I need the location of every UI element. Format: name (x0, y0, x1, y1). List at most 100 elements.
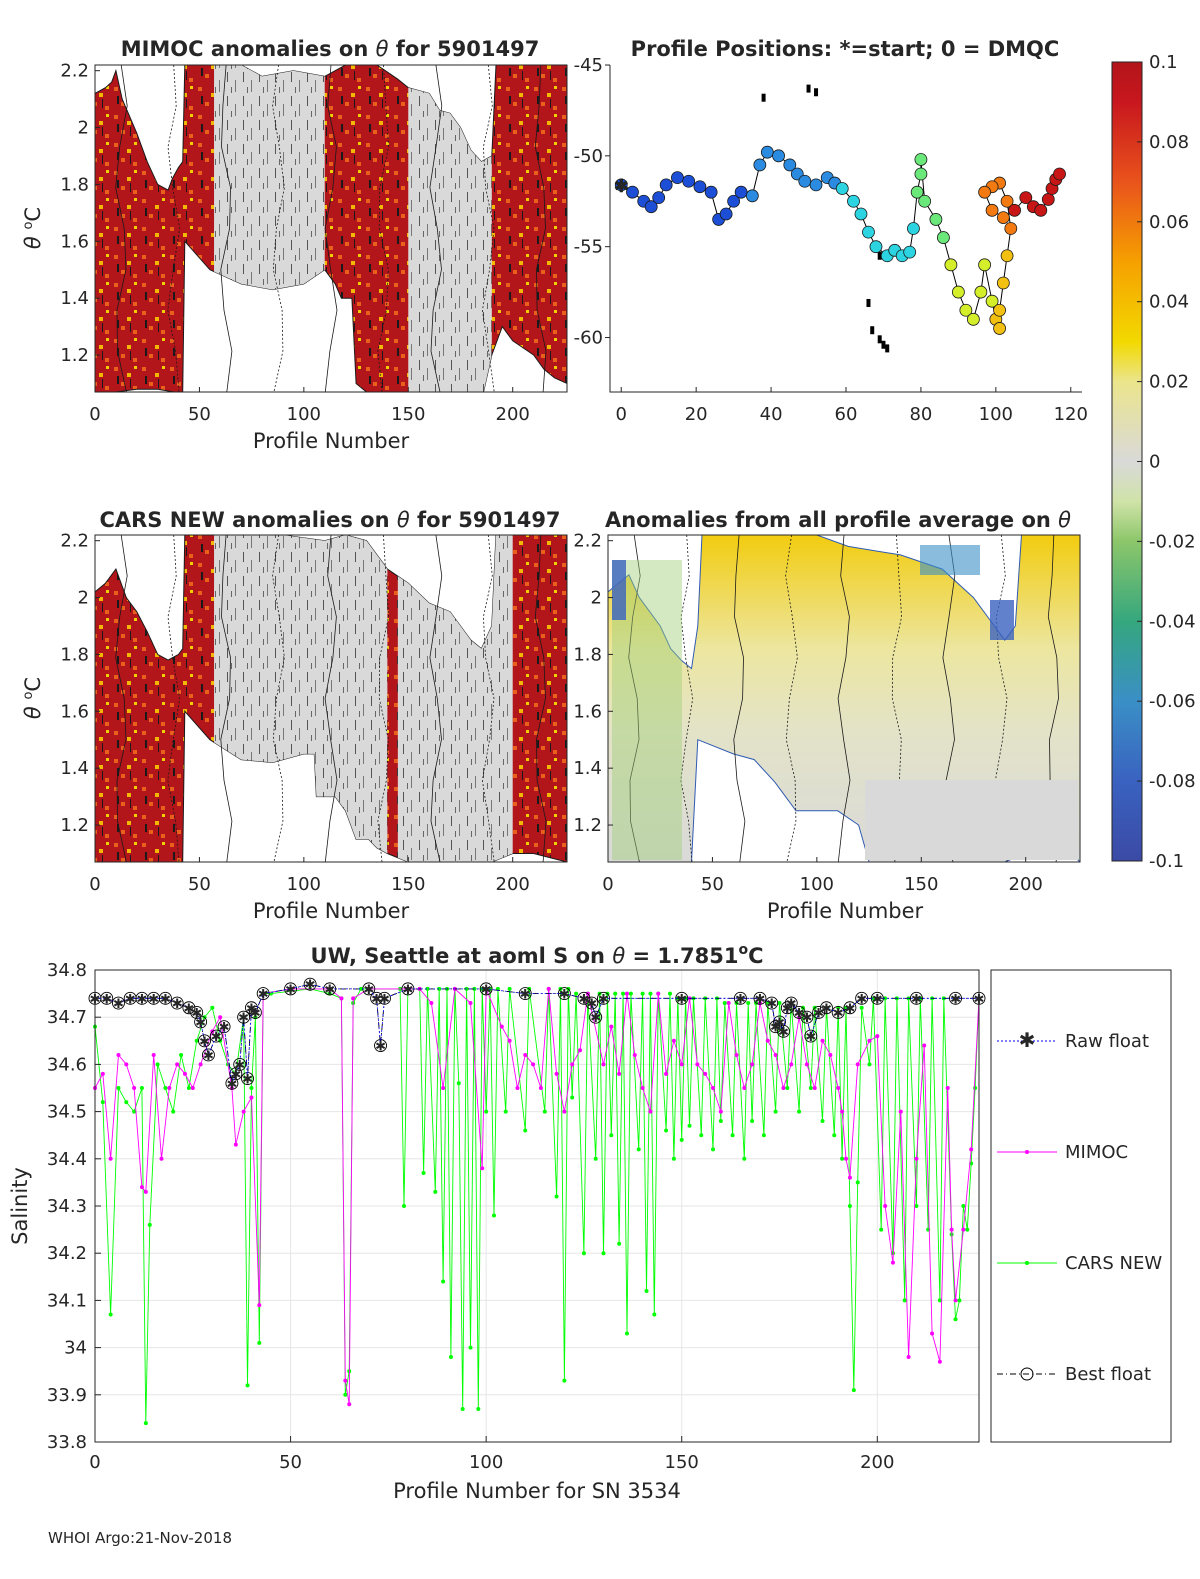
x-tick-label: 60 (835, 404, 858, 425)
mimoc-point (820, 1038, 825, 1043)
raw-float-point: ✱ (872, 992, 883, 1007)
mimoc-point (836, 1086, 841, 1090)
raw-float-point: ✱ (805, 1030, 816, 1045)
y-tick-label: 34.3 (47, 1196, 87, 1217)
cars_anomalies-contour-line (167, 535, 181, 862)
mimoc-point (233, 1142, 238, 1147)
mimoc-point (124, 1062, 129, 1067)
legend-raw-float-marker: ✱ (1019, 1028, 1036, 1052)
raw-float-series-line (95, 983, 979, 1085)
cars-point (441, 1279, 446, 1284)
profile-position-point (772, 149, 785, 163)
mimoc-point (883, 1204, 888, 1208)
mimoc-point (726, 1001, 731, 1006)
mimoc_anomalies-contour-line (377, 65, 390, 392)
mimoc-point (182, 1071, 187, 1076)
colorbar-tick-label: -0.02 (1149, 531, 1196, 552)
mimoc-point (640, 1086, 645, 1090)
cars-point (902, 1298, 907, 1303)
allavg_anomalies-contour-line (680, 535, 694, 862)
cars_anomalies-contour-line (220, 535, 233, 862)
raw-float-point: ✱ (578, 992, 589, 1007)
profile-position-point (798, 174, 812, 188)
mimoc-point (914, 1156, 919, 1161)
mimoc-point (930, 1331, 935, 1336)
allavg-title: Anomalies from all profile average on θ (605, 508, 1071, 532)
mimoc-point (531, 1062, 536, 1067)
cars_anomalies-contour-line (481, 535, 495, 862)
cars-point (210, 1005, 215, 1010)
cars-point (523, 1128, 528, 1133)
raw-float-point: ✱ (856, 992, 867, 1007)
legend-cars-label: CARS NEW (1065, 1253, 1162, 1274)
raw-float-point: ✱ (833, 1006, 844, 1021)
mimoc-axes-box (94, 64, 568, 393)
cars-point (562, 1378, 567, 1383)
mimoc-point (922, 1043, 927, 1048)
colorbar-tick-label: -0.1 (1149, 851, 1184, 872)
y-tick-label: 1.8 (60, 174, 89, 195)
mimoc-point (953, 1298, 958, 1303)
cars-point (851, 1388, 856, 1393)
x-tick-label: 0 (616, 404, 627, 425)
cars-point (777, 1001, 782, 1006)
cars-point (593, 1156, 598, 1161)
y-tick-label: 34 (64, 1338, 87, 1359)
positions-scatter: ✱ (613, 84, 1066, 353)
best-float-point (597, 991, 610, 1005)
x-tick-label: 200 (496, 404, 530, 425)
salinity-panel: UW, Seattle at aoml S on θ = 1.7851oC ✱ ✱… (8, 942, 1172, 1503)
best-float-point (820, 1001, 833, 1015)
y-tick-label: 1.4 (60, 288, 89, 309)
raw-float-point: ✱ (101, 992, 112, 1007)
raw-float-point: ✱ (590, 1011, 601, 1026)
cars-point (914, 1204, 919, 1208)
profile-position-point (626, 185, 639, 199)
best-float-point (784, 996, 798, 1010)
mimoc-point (961, 1227, 966, 1232)
cars-point (883, 996, 888, 1001)
mimoc_anomalies-contour-line (115, 65, 128, 392)
best-float-point (198, 1034, 211, 1048)
raw-float-point: ✱ (160, 992, 171, 1007)
profile-position-point (704, 185, 718, 199)
cars-point (171, 1109, 176, 1114)
raw-float-point: ✱ (559, 988, 570, 1003)
mimoc-point (523, 1052, 528, 1057)
mimoc_anomalies-contour-line (534, 65, 547, 392)
y-tick-label: 1.2 (60, 345, 89, 366)
mimoc-point (695, 1062, 700, 1067)
best-float-point (753, 991, 767, 1005)
coastline-fragment (814, 88, 819, 97)
cars-title: CARS NEW anomalies on θ for 5901497 (99, 508, 560, 532)
cars-point (491, 1213, 496, 1218)
mimoc-point (617, 1071, 622, 1076)
raw-float-point: ✱ (305, 978, 316, 993)
cars-point (613, 991, 618, 996)
cars-point (186, 1086, 191, 1090)
raw-float-point: ✱ (813, 1006, 824, 1021)
raw-float-point: ✱ (844, 1002, 855, 1017)
best-float-point (190, 1006, 204, 1019)
raw-float-point: ✱ (371, 992, 382, 1007)
colorbar-tick-label: -0.08 (1149, 771, 1196, 792)
mimoc-point (515, 1086, 520, 1090)
profile-position-point (1041, 193, 1055, 206)
cars-point (257, 1340, 262, 1345)
cars-point (488, 986, 493, 991)
mimoc_anomalies-contour-line (429, 65, 443, 392)
mimoc_anomalies-contour-line (220, 65, 233, 392)
cars-point (249, 1086, 254, 1090)
raw-float-point: ✱ (285, 983, 296, 998)
mimoc-point (742, 1086, 747, 1090)
mimoc-point (351, 996, 356, 1001)
profile-position-point (959, 303, 973, 317)
mimoc-point (175, 1062, 180, 1067)
x-tick-label: 100 (469, 1452, 503, 1473)
coastline-fragment (870, 326, 875, 335)
best-float-point (112, 996, 125, 1010)
best-float-point (256, 987, 270, 1001)
cars-point (750, 1119, 755, 1124)
cars-point (163, 1086, 168, 1090)
